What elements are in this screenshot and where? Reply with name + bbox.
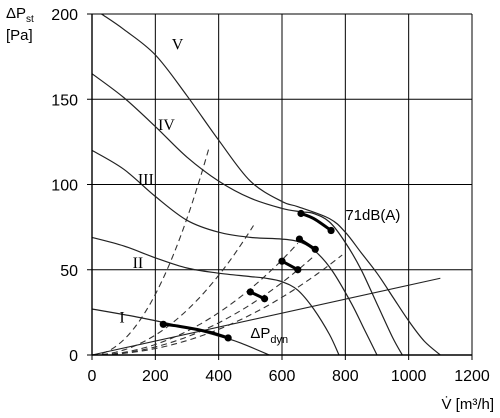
x-tick-label-200: 200 — [142, 368, 169, 385]
annotation-1: 71dB(A) — [345, 207, 400, 224]
series-label-i: I — [119, 309, 124, 326]
system-curve-3 — [91, 242, 299, 356]
operating-points — [159, 209, 335, 342]
x-tick-label-800: 800 — [332, 368, 359, 385]
dynamic-pressure-line — [91, 277, 441, 356]
y-tick-label-150: 150 — [51, 92, 78, 109]
fan-curve-v — [101, 13, 441, 356]
operating-point-5 — [278, 257, 286, 265]
series-label-iii: III — [138, 171, 154, 188]
y-axis-label: ΔPst — [6, 5, 34, 25]
operating-point-7 — [295, 235, 304, 243]
operating-segment-1 — [161, 322, 230, 340]
operating-point-3 — [246, 288, 254, 296]
system-curves — [91, 147, 343, 356]
dynamic-pressure-label: ΔPdyn — [250, 325, 288, 346]
operating-point-10 — [327, 226, 335, 235]
system-curve-1 — [91, 147, 210, 356]
fan-curve-iii — [91, 149, 378, 356]
operating-point-6 — [294, 266, 302, 274]
grid — [87, 13, 473, 360]
operating-point-9 — [297, 209, 305, 218]
y-tick-label-0: 0 — [69, 348, 78, 365]
y-tick-label-100: 100 — [51, 178, 78, 195]
system-curve-5 — [91, 254, 343, 356]
y-axis-label-subscript: st — [26, 14, 34, 25]
dynamic-pressure-subscript: dyn — [270, 334, 288, 346]
x-tick-label-1200: 1200 — [454, 368, 490, 385]
labels: 0 200 400 600 800 1000 1200050100150200IIIIIII… — [6, 5, 494, 413]
fan-curve-ii — [91, 236, 340, 356]
series-label-iv: IV — [158, 117, 175, 134]
y-tick-label-200: 200 — [51, 7, 78, 24]
operating-point-1 — [159, 320, 167, 328]
series-label-v: V — [172, 37, 184, 54]
x-tick-label-600: 600 — [269, 368, 296, 385]
operating-segment-5 — [299, 212, 333, 232]
y-axis-label-symbol: ΔP — [6, 5, 26, 22]
dynamic-pressure-symbol: ΔP — [250, 325, 270, 342]
x-tick-label-0: 0 — [88, 368, 97, 385]
series-label-ii: II — [133, 255, 144, 272]
dynamic-pressure-line — [91, 277, 441, 356]
y-tick-label-50: 50 — [60, 263, 78, 280]
axes — [91, 13, 473, 356]
x-axis-label: V̇ [m³/h] — [441, 396, 494, 413]
operating-point-4 — [260, 295, 269, 303]
operating-point-8 — [311, 245, 319, 253]
y-axis-unit: [Pa] — [6, 27, 33, 44]
operating-point-2 — [224, 334, 232, 342]
x-tick-label-1000: 1000 — [391, 368, 427, 385]
x-tick-label-400: 400 — [205, 368, 232, 385]
